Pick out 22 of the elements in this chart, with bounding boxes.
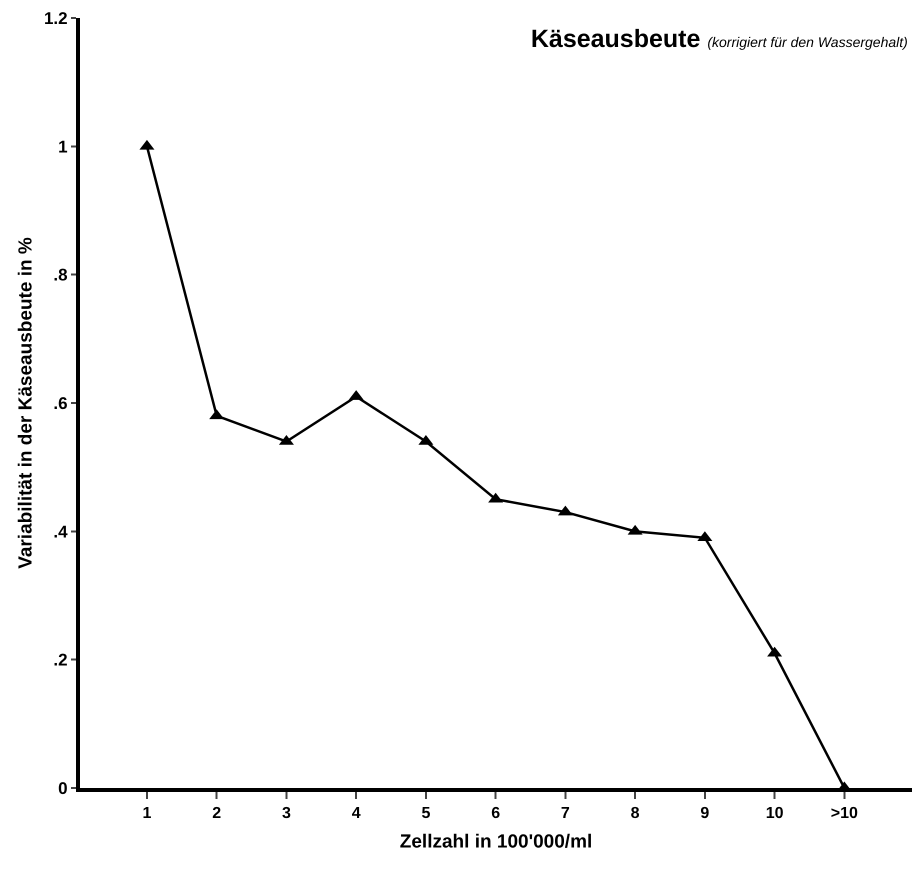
x-tick-label: >10 — [830, 805, 858, 822]
y-tick-label: .4 — [53, 522, 68, 542]
y-tick-label: 1 — [58, 137, 68, 156]
x-tick-label: 8 — [630, 805, 640, 822]
x-tick-label: 7 — [560, 805, 570, 822]
y-tick-label: .2 — [53, 650, 68, 670]
y-axis-title: Variabilität in der Käseausbeute in % — [15, 237, 36, 569]
x-tick-label: 2 — [212, 805, 222, 822]
y-tick-label: .6 — [53, 394, 68, 413]
x-tick-label: 9 — [700, 805, 710, 822]
x-tick-label: 4 — [352, 805, 361, 822]
chart-title: Käseausbeute — [530, 25, 700, 54]
x-tick-label: 10 — [766, 805, 784, 822]
x-axis-title: Zellzahl in 100'000/ml — [400, 832, 592, 852]
x-tick-label: 6 — [491, 805, 500, 822]
x-tick-label: 5 — [421, 805, 430, 822]
x-tick-label: 1 — [142, 805, 152, 822]
text: (korrigiert für den Wassergehalt) — [707, 34, 908, 50]
x-tick-label: 3 — [282, 805, 291, 822]
y-tick-label: 1.2 — [44, 8, 68, 28]
y-tick-label: 0 — [58, 778, 68, 798]
y-tick-label: .8 — [53, 266, 68, 285]
